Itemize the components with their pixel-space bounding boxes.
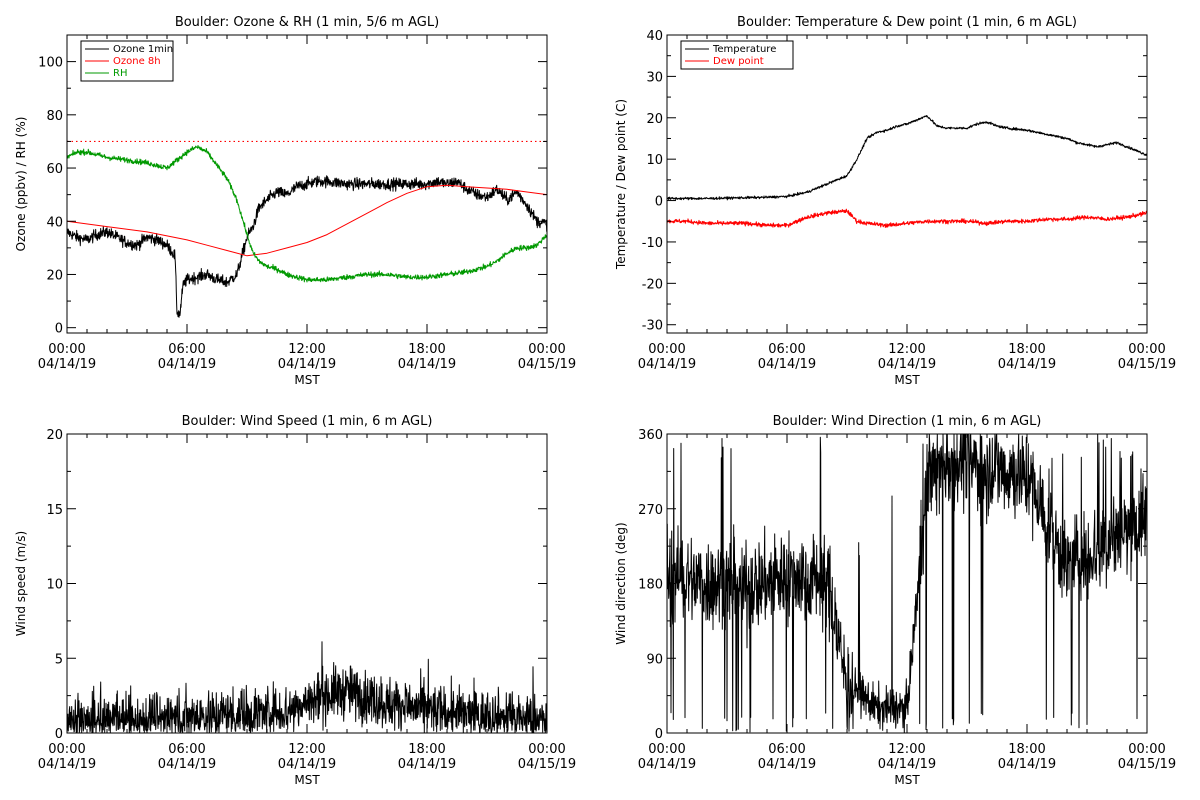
series-line-1 (66, 641, 548, 734)
y-tick-label: 80 (46, 109, 63, 124)
plot-frame (66, 433, 548, 734)
series-line-3 (66, 145, 548, 283)
series-line-2 (66, 184, 548, 257)
x-tick-date: 04/15/19 (1118, 757, 1176, 772)
x-tick-time: 18:00 (1008, 342, 1045, 357)
y-tick-label: 20 (646, 112, 663, 127)
y-tick-label: 0 (655, 195, 663, 210)
chart-title: Boulder: Wind Speed (1 min, 6 m AGL) (182, 414, 433, 429)
x-tick-time: 06:00 (768, 742, 805, 757)
y-axis-label: Wind direction (deg) (614, 522, 628, 644)
y-axis-label: Ozone (ppbv) / RH (%) (14, 117, 28, 252)
chart-title: Boulder: Temperature & Dew point (1 min,… (737, 15, 1077, 30)
x-tick-date: 04/14/19 (998, 357, 1056, 372)
legend-box (680, 40, 794, 70)
x-axis-label: MST (294, 373, 320, 387)
x-tick-date: 04/14/19 (638, 357, 696, 372)
x-axis-label: MST (294, 773, 320, 787)
y-tick-label: 10 (46, 578, 63, 593)
x-tick-date: 04/14/19 (398, 757, 456, 772)
y-tick-label: 30 (646, 70, 663, 85)
y-tick-label: 0 (655, 727, 663, 742)
panel-2: Boulder: Temperature & Dew point (1 min,… (614, 15, 1176, 387)
x-tick-time: 06:00 (768, 342, 805, 357)
x-tick-date: 04/14/19 (38, 757, 96, 772)
x-tick-date: 04/14/19 (878, 357, 936, 372)
y-tick-label: 20 (46, 268, 63, 283)
series-line-1 (66, 175, 548, 318)
legend-label: Temperature (712, 44, 776, 55)
x-tick-time: 00:00 (648, 342, 685, 357)
x-tick-date: 04/14/19 (638, 757, 696, 772)
legend-label: RH (113, 68, 127, 79)
plot-frame (666, 34, 1148, 334)
x-tick-time: 00:00 (48, 742, 85, 757)
x-tick-time: 00:00 (528, 342, 565, 357)
x-tick-date: 04/14/19 (278, 757, 336, 772)
x-tick-date: 04/14/19 (758, 357, 816, 372)
y-tick-label: -30 (642, 319, 663, 334)
x-tick-date: 04/14/19 (158, 757, 216, 772)
x-tick-date: 04/14/19 (38, 357, 96, 372)
y-tick-label: -20 (642, 277, 663, 292)
y-tick-label: 360 (638, 428, 663, 443)
x-axis-label: MST (894, 773, 920, 787)
chart-title: Boulder: Ozone & RH (1 min, 5/6 m AGL) (175, 15, 439, 30)
x-tick-time: 12:00 (288, 342, 325, 357)
x-tick-time: 00:00 (1128, 742, 1165, 757)
x-tick-time: 00:00 (48, 342, 85, 357)
x-tick-date: 04/15/19 (518, 357, 576, 372)
panel-1: Boulder: Ozone & RH (1 min, 5/6 m AGL)00… (14, 15, 576, 387)
y-tick-label: 100 (38, 56, 63, 71)
legend-label: Dew point (713, 56, 764, 67)
x-tick-time: 12:00 (288, 742, 325, 757)
x-tick-date: 04/14/19 (278, 357, 336, 372)
series-line-1 (666, 433, 1148, 734)
panel-3: Boulder: Wind Speed (1 min, 6 m AGL) 00:0… (14, 414, 576, 787)
y-tick-label: 0 (55, 727, 63, 742)
chart-title: Boulder: Wind Direction (1 min, 6 m AGL) (773, 414, 1042, 429)
x-tick-date: 04/14/19 (998, 757, 1056, 772)
x-tick-date: 04/15/19 (518, 757, 576, 772)
series-line-2 (666, 208, 1148, 228)
x-tick-date: 04/14/19 (158, 357, 216, 372)
x-tick-date: 04/15/19 (1118, 357, 1176, 372)
y-tick-label: 20 (46, 428, 63, 443)
y-tick-label: 60 (46, 162, 63, 177)
x-tick-time: 12:00 (888, 342, 925, 357)
y-tick-label: 180 (638, 578, 663, 593)
legend-label: Ozone 1min (113, 44, 173, 55)
y-tick-label: 40 (46, 215, 63, 230)
x-tick-time: 12:00 (888, 742, 925, 757)
x-tick-time: 00:00 (1128, 342, 1165, 357)
y-tick-label: 40 (646, 29, 663, 44)
y-tick-label: 0 (55, 322, 63, 337)
x-tick-time: 06:00 (168, 342, 205, 357)
x-tick-date: 04/14/19 (398, 357, 456, 372)
x-tick-time: 18:00 (1008, 742, 1045, 757)
panel-4: Boulder: Wind Direction (1 min, 6 m AGL)… (614, 414, 1176, 787)
y-axis-label: Temperature / Dew point (C) (614, 99, 628, 270)
y-tick-label: 270 (638, 503, 663, 518)
y-tick-label: 5 (55, 652, 63, 667)
x-tick-date: 04/14/19 (878, 757, 936, 772)
x-tick-time: 18:00 (408, 742, 445, 757)
y-tick-label: -10 (642, 236, 663, 251)
x-axis-label: MST (894, 373, 920, 387)
y-axis-label: Wind speed (m/s) (14, 531, 28, 636)
x-tick-date: 04/14/19 (758, 757, 816, 772)
y-tick-label: 90 (646, 652, 663, 667)
x-tick-time: 18:00 (408, 342, 445, 357)
x-tick-time: 00:00 (648, 742, 685, 757)
y-tick-label: 10 (646, 153, 663, 168)
legend-label: Ozone 8h (113, 56, 161, 67)
series-line-1 (666, 115, 1148, 201)
y-tick-label: 15 (46, 503, 63, 518)
x-tick-time: 00:00 (528, 742, 565, 757)
x-tick-time: 06:00 (168, 742, 205, 757)
